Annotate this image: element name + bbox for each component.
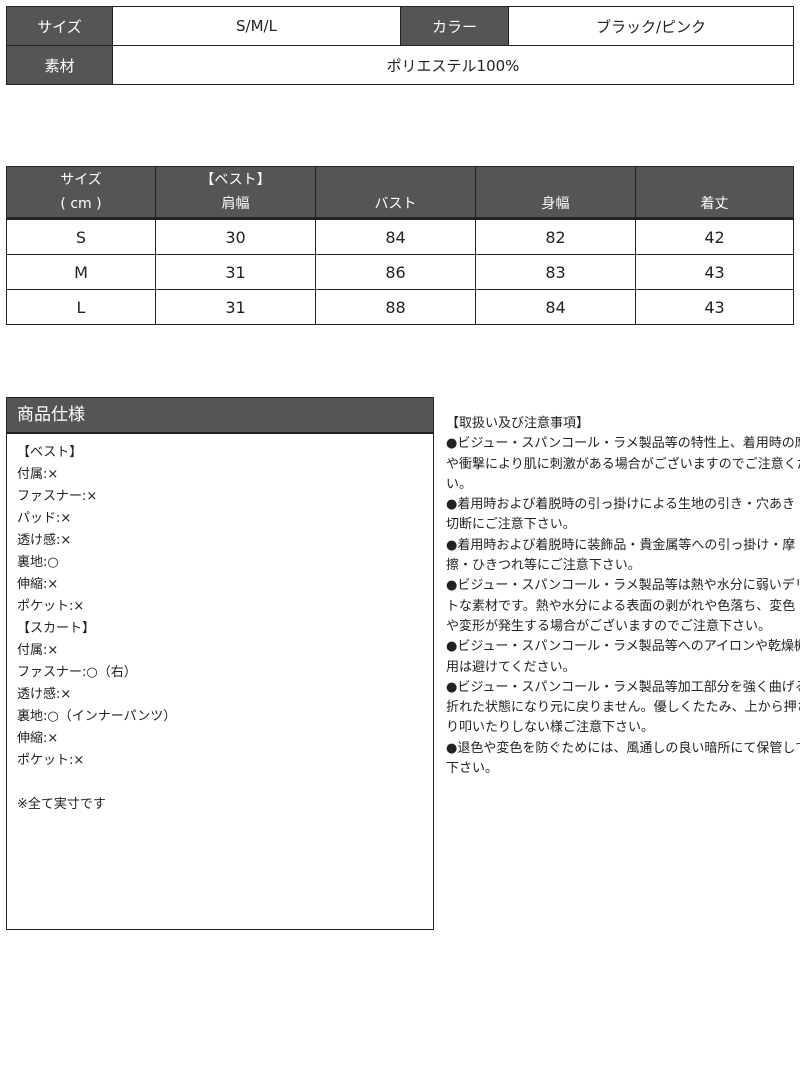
spec-line: 【スカート】 — [17, 621, 96, 636]
header-line: 【ベスト】 — [200, 172, 271, 188]
note-line: ●ビジュー・スパンコール・ラメ製品等へのアイロンや乾燥機の使 — [446, 639, 800, 655]
spec-line: ファスナー:× — [17, 489, 98, 504]
note-line: 折れた状態になり元に戻りません。優しくたたみ、上から押さえた — [446, 700, 800, 716]
note-line: 下さい。 — [446, 761, 499, 777]
table-cell: 82 — [475, 218, 636, 255]
note-line: ●着用時および着脱時の引っ掛けによる生地の引き・穴あき・ — [446, 497, 800, 513]
spec-line: 裏地:○（インナーパンツ） — [17, 709, 177, 724]
table-cell: M — [6, 254, 156, 290]
size-table-header: サイズ ( cm ) — [6, 166, 156, 220]
note-line: り叩いたりしない様ご注意下さい。 — [446, 720, 655, 736]
table-cell: 31 — [155, 254, 316, 290]
spec-line: 付属:× — [17, 643, 59, 658]
table-cell: 31 — [155, 289, 316, 325]
spec-line: 伸縮:× — [17, 577, 59, 592]
note-line: ●ビジュー・スパンコール・ラメ製品等は熱や水分に弱いデリケー — [446, 578, 800, 594]
header-line — [476, 168, 635, 192]
note-line: 用は避けてください。 — [446, 659, 576, 675]
spec-line: ポケット:× — [17, 753, 85, 768]
table-cell: 84 — [475, 289, 636, 325]
table-row: M 31 86 83 43 — [6, 254, 794, 290]
note-line: ●ビジュー・スパンコール・ラメ製品等加工部分を強く曲げると — [446, 679, 800, 695]
spec-line: 裏地:○ — [17, 555, 59, 570]
spec-line: 透け感:× — [17, 533, 72, 548]
table-cell: L — [6, 289, 156, 325]
size-table-header: 【ベスト】 肩幅 — [155, 166, 316, 220]
product-spec-panel: 商品仕様 【ベスト】付属:× ファスナー:× パッド:× 透け感:× 裏地:○ 伸縮:× ポ… — [6, 397, 434, 930]
product-spec-title: 商品仕様 — [7, 398, 433, 434]
color-label: カラー — [400, 6, 509, 46]
spec-line: 【ベスト】 — [17, 445, 83, 460]
header-line: ( cm ) — [60, 196, 102, 212]
size-label: サイズ — [6, 6, 113, 46]
spec-line: 伸縮:× — [17, 731, 59, 746]
table-cell: S — [6, 218, 156, 255]
table-cell: 30 — [155, 218, 316, 255]
note-line: トな素材です。熱や水分による表面の剥がれや色落ち、変色 — [446, 598, 796, 614]
spec-line: ※全て実寸です — [17, 797, 106, 812]
header-line: 着丈 — [700, 196, 729, 212]
table-cell: 86 — [315, 254, 476, 290]
table-cell: 42 — [635, 218, 794, 255]
header-line: 身幅 — [541, 196, 570, 212]
header-line: サイズ — [60, 172, 102, 188]
spec-line: 透け感:× — [17, 687, 72, 702]
material-label: 素材 — [6, 45, 113, 85]
header-line — [316, 168, 475, 192]
spec-line: パッド:× — [17, 511, 72, 526]
header-line: バスト — [374, 196, 417, 212]
table-row: S 30 84 82 42 — [6, 218, 794, 255]
note-line: 切断にご注意下さい。 — [446, 517, 576, 533]
spec-line — [17, 772, 433, 794]
size-table: サイズ( cm ) 【ベスト】 肩幅 バスト 身幅 着丈 S 30 84 82 42 M 31 8… — [6, 166, 794, 325]
header-line: 肩幅 — [221, 196, 250, 212]
spec-line: ポケット:× — [17, 599, 85, 614]
note-line: ●ビジュー・スパンコール・ラメ製品等の特性上、着用時の摩擦 — [446, 436, 800, 452]
size-table-header: バスト — [315, 166, 476, 220]
spec-line: 付属:× — [17, 467, 59, 482]
table-cell: 83 — [475, 254, 636, 290]
spec-table: サイズ S/M/L カラー ブラック/ピンク 素材 ポリエステル100% — [6, 6, 794, 85]
material-value: ポリエステル100% — [112, 45, 794, 85]
note-line: 【取扱い及び注意事項】 — [446, 416, 590, 431]
note-line: い。 — [446, 476, 473, 492]
header-line — [636, 168, 793, 192]
size-value: S/M/L — [112, 6, 401, 46]
note-line: 擦・ひきつれ等にご注意下さい。 — [446, 558, 641, 574]
size-table-header: 着丈 — [635, 166, 794, 220]
size-table-header: 身幅 — [475, 166, 636, 220]
care-notes: 【取扱い及び注意事項】 ●ビジュー・スパンコール・ラメ製品等の特性上、着用時の摩擦… — [446, 414, 800, 779]
table-cell: 84 — [315, 218, 476, 255]
table-cell: 43 — [635, 289, 794, 325]
color-value: ブラック/ピンク — [508, 6, 794, 46]
table-row: L 31 88 84 43 — [6, 289, 794, 325]
table-cell: 43 — [635, 254, 794, 290]
spec-line: ファスナー:○（右） — [17, 665, 137, 680]
note-line: ●退色や変色を防ぐためには、風通しの良い暗所にて保管して — [446, 740, 800, 756]
note-line: や衝撃により肌に刺激がある場合がございますのでご注意くださ — [446, 456, 800, 472]
note-line: ●着用時および着脱時に装飾品・貴金属等への引っ掛け・摩 — [446, 537, 796, 553]
note-line: や変形が発生する場合がございますのでご注意下さい。 — [446, 618, 772, 634]
table-cell: 88 — [315, 289, 476, 325]
